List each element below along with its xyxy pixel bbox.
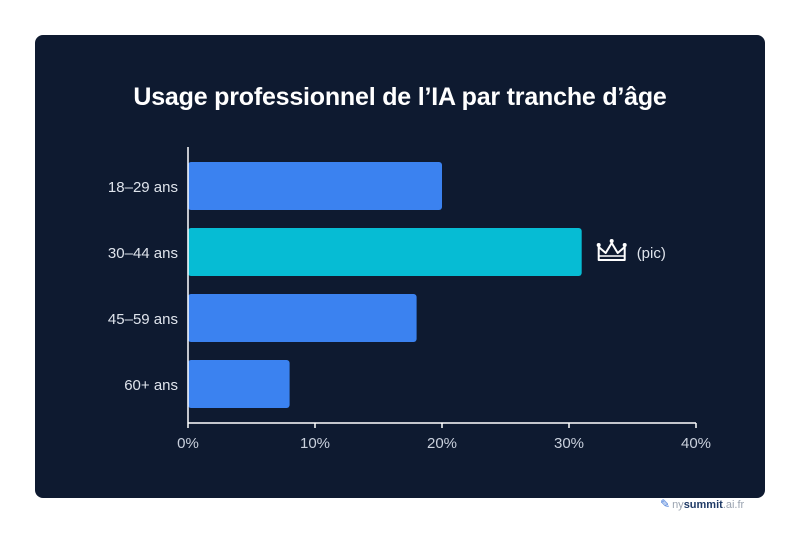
category-label: 30–44 ans [108, 245, 178, 262]
bar-chart: 18–29 ans 30–44 ans (pic) 45–59 ans 60+ ans 0… [108, 147, 711, 452]
watermark-brand: summit [683, 499, 723, 511]
chart-title: Usage professionnel de l’IA par tranche … [133, 83, 667, 111]
x-tick-label: 10% [300, 435, 330, 452]
chart-card: Usage professionnel de l’IA par tranche … [35, 35, 765, 498]
x-tick-label: 0% [177, 435, 199, 452]
watermark-prefix: ny [672, 499, 684, 511]
x-tick-label: 30% [554, 435, 584, 452]
category-label: 60+ ans [124, 377, 178, 394]
bar-0 [188, 162, 442, 210]
watermark: ✎ nysummit.ai.fr [660, 497, 744, 511]
peak-annotation: (pic) [637, 245, 666, 262]
x-tick-label: 40% [681, 435, 711, 452]
x-tick-label: 20% [427, 435, 457, 452]
crown-icon [596, 239, 627, 261]
bar-2 [188, 294, 417, 342]
watermark-suffix: .ai.fr [722, 499, 745, 511]
bar-1 [188, 228, 582, 276]
category-label: 45–59 ans [108, 311, 178, 328]
pen-icon: ✎ [660, 497, 671, 511]
category-label: 18–29 ans [108, 179, 178, 196]
bar-3 [188, 360, 290, 408]
